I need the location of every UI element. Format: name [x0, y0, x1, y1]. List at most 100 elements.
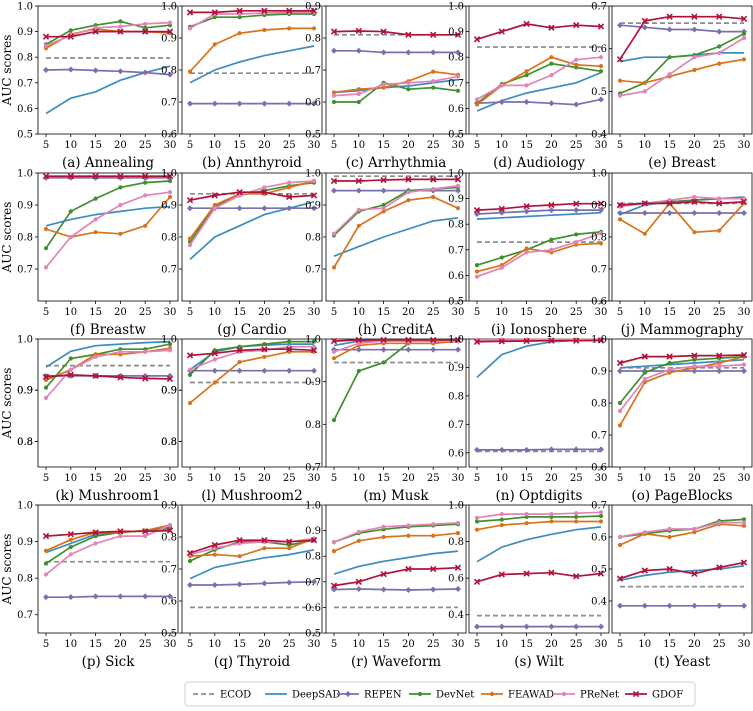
data-point: [667, 534, 672, 540]
x-tick-label: 20: [402, 307, 415, 318]
data-point: [93, 196, 98, 201]
data-point: [405, 176, 412, 183]
y-tick-label: 0.6: [591, 44, 607, 55]
legend-marker: [489, 691, 495, 697]
y-tick-label: 0.5: [305, 130, 321, 141]
panel-breast: 5 10 15 20 25 300.40.50.60.7(e) Breast: [591, 2, 753, 171]
panel-caption: (l) Mushroom2: [201, 488, 302, 504]
data-point: [717, 360, 722, 366]
y-tick-label: 0.9: [591, 201, 607, 212]
x-tick-label: 20: [258, 140, 271, 151]
y-tick-label: 1.0: [448, 335, 464, 346]
data-point: [405, 346, 412, 353]
data-point: [717, 61, 722, 66]
series-line-devnet: [333, 523, 459, 543]
x-tick-label: 30: [595, 639, 608, 650]
series-gdof: [42, 173, 174, 180]
data-point: [211, 582, 218, 588]
y-tick-label: 1.0: [305, 169, 321, 180]
y-tick-label: 0.8: [17, 574, 33, 585]
data-point: [143, 223, 148, 228]
data-point: [167, 523, 173, 528]
data-point: [523, 337, 530, 345]
panel-caption: (q) Thyroid: [214, 654, 291, 670]
data-point: [331, 417, 337, 423]
y-tick-label: 1.0: [305, 501, 321, 512]
data-point: [405, 31, 412, 38]
data-point: [262, 27, 267, 33]
series-deepsad: [189, 200, 315, 261]
series-gdof: [186, 7, 318, 16]
y-tick-label: 1.0: [17, 335, 33, 346]
y-tick-label: 0.6: [448, 448, 464, 459]
y-tick-label: 0.4: [591, 130, 607, 141]
x-tick-label: 30: [738, 639, 751, 650]
series-repen: [43, 593, 173, 601]
data-point: [431, 85, 436, 90]
data-point: [574, 519, 579, 524]
data-point: [355, 27, 362, 35]
data-point: [356, 538, 361, 543]
data-point: [311, 100, 317, 107]
y-tick-label: 0.9: [161, 201, 177, 212]
data-point: [286, 538, 293, 545]
data-point: [356, 341, 361, 346]
data-point: [455, 346, 461, 353]
series-prenet: [617, 520, 747, 540]
panel-caption: (h) CreditA: [358, 322, 435, 338]
data-point: [356, 529, 361, 534]
y-tick-label: 0.8: [17, 233, 33, 244]
y-axis-label: AUC scores: [0, 534, 14, 606]
data-point: [42, 173, 50, 180]
y-tick-label: 1.0: [448, 501, 464, 512]
data-point: [355, 47, 362, 54]
data-point: [431, 186, 436, 192]
y-tick-label: 0.6: [591, 297, 607, 308]
x-tick-label: 25: [139, 140, 152, 151]
legend-item-feawad: FEAWAD: [481, 690, 554, 701]
data-point: [68, 544, 73, 550]
series-prenet: [43, 190, 173, 270]
data-point: [287, 546, 292, 551]
x-tick-label: 10: [352, 307, 365, 318]
panel-pageblocks: 5 10 15 20 25 300.60.70.80.91.0(o) PageBlocks: [591, 335, 753, 504]
x-tick-label: 20: [114, 639, 127, 650]
data-point: [310, 7, 318, 14]
data-point: [286, 7, 293, 14]
series-prenet: [617, 35, 747, 98]
data-point: [667, 55, 672, 60]
panel-annthyroid: 5 10 15 20 25 300.60.70.80.91.0(b) Annthyroid: [161, 2, 323, 171]
x-tick-label: 20: [545, 639, 558, 650]
data-point: [211, 192, 218, 199]
data-point: [548, 24, 555, 31]
data-point: [430, 49, 437, 56]
data-point: [211, 9, 218, 16]
series-line-feawad: [189, 180, 315, 240]
y-tick-label: 0.8: [448, 220, 464, 231]
series-line-gdof: [619, 561, 745, 580]
data-point: [381, 82, 386, 87]
data-point: [524, 246, 529, 251]
data-point: [574, 57, 579, 62]
series-gdof: [616, 559, 748, 582]
x-tick-label: 10: [64, 473, 77, 484]
y-tick-label: 0.6: [591, 533, 607, 544]
data-point: [617, 93, 623, 98]
legend-item-gdof: GDOF: [625, 690, 683, 701]
series-line-repen: [46, 595, 170, 599]
y-tick-label: 0.9: [448, 363, 464, 374]
series-gdof: [616, 198, 748, 209]
data-point: [617, 217, 623, 222]
x-tick-label: 10: [638, 140, 651, 151]
series-line-feawad: [189, 27, 314, 73]
data-point: [455, 88, 461, 93]
series-line-gdof: [45, 529, 171, 537]
data-point: [212, 202, 217, 208]
series-line-deepsad: [189, 548, 315, 580]
data-point: [573, 623, 580, 630]
y-tick-label: 0.8: [305, 420, 321, 431]
data-point: [356, 223, 361, 228]
data-point: [143, 21, 148, 27]
x-tick-label: 25: [427, 639, 440, 650]
data-point: [642, 370, 647, 375]
